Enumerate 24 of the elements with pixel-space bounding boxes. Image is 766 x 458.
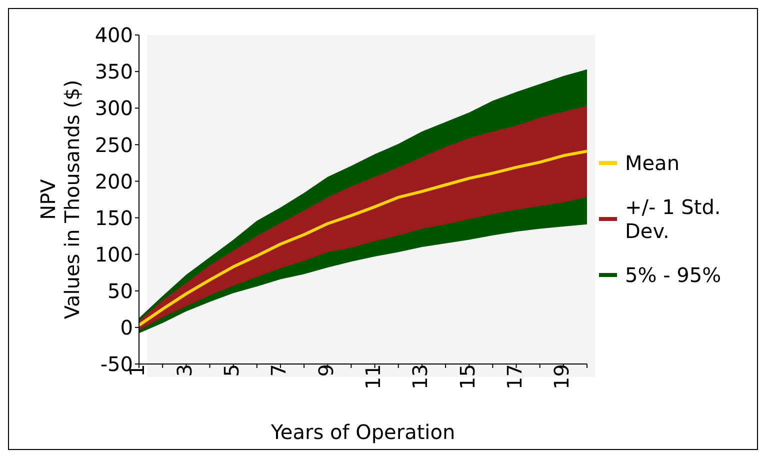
y-tick-label: 100 [94, 242, 133, 266]
x-tick-label: 3 [172, 364, 196, 377]
y-tick-label: 350 [94, 60, 133, 84]
legend-label: Mean [625, 151, 680, 175]
x-tick-label: 11 [360, 364, 385, 390]
x-tick-label: 15 [455, 364, 480, 390]
x-tick-label: 5 [220, 364, 244, 377]
y-tick-label: 250 [94, 132, 133, 157]
legend-label: 5% - 95% [625, 263, 722, 287]
y-axis-title: NPV Values in Thousands ($) [36, 80, 84, 320]
x-tick-label: 19 [550, 364, 574, 390]
y-tick-label: 150 [94, 206, 133, 230]
y-tick-label: 400 [94, 23, 133, 48]
y-tick-label: 200 [94, 169, 133, 194]
legend-label: +/- 1 Std. Dev. [625, 195, 722, 243]
x-axis-title: Years of Operation [270, 420, 456, 444]
x-tick-label: 7 [266, 364, 291, 377]
y-tick-label: 0 [120, 316, 133, 340]
x-tick-label: 17 [502, 364, 526, 390]
y-tick-label: 50 [108, 278, 133, 303]
line-series [139, 150, 587, 327]
x-tick-label: 13 [408, 364, 432, 390]
y-tick-label: 300 [94, 96, 133, 120]
x-tick-label: 9 [314, 364, 338, 377]
